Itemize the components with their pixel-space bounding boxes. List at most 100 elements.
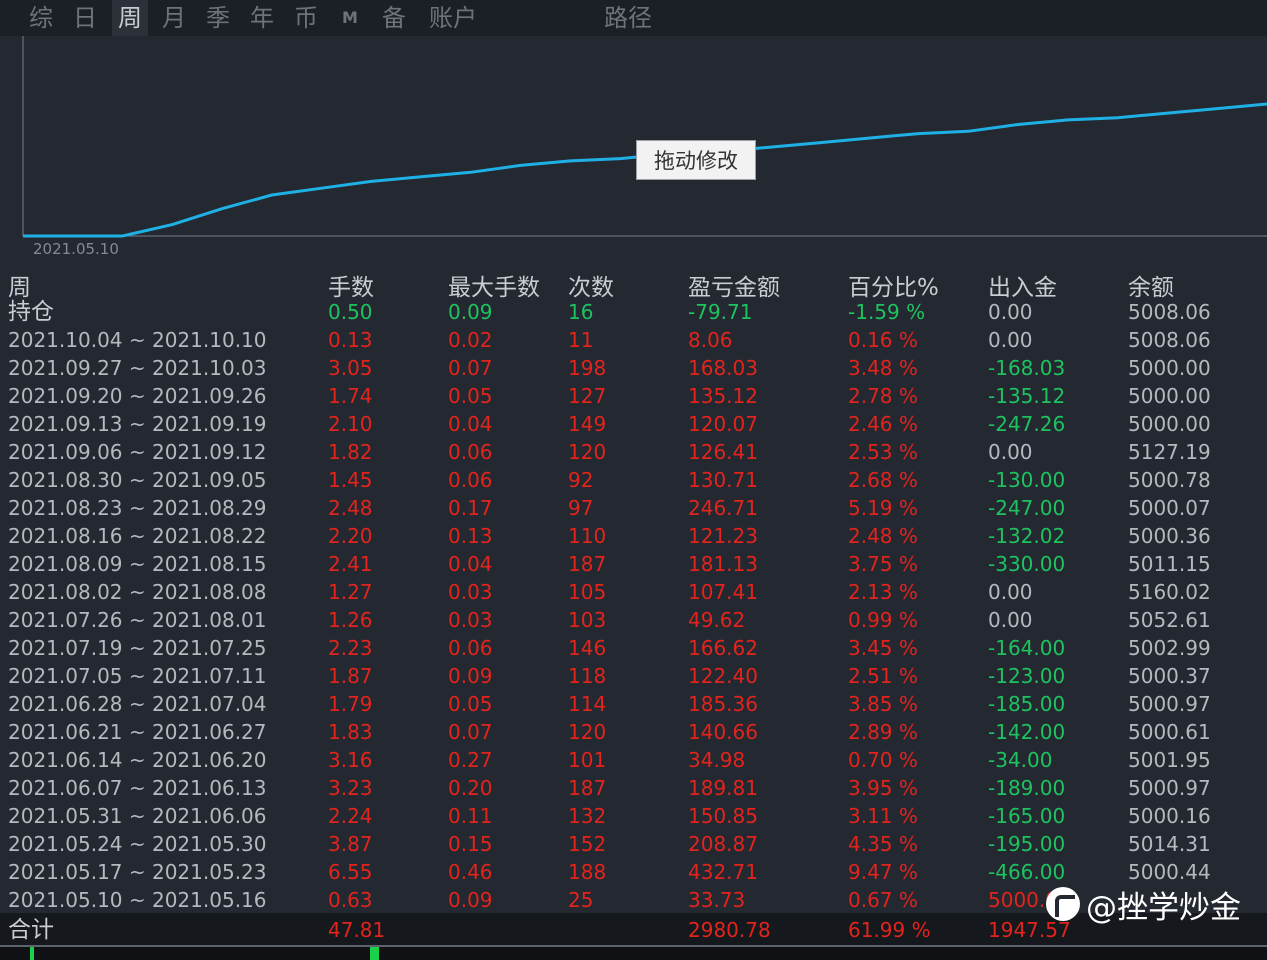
row-pnl: 107.41 [688, 580, 758, 604]
tab-note[interactable]: 备 [382, 4, 406, 32]
table-row[interactable]: 2021.07.19 ~ 2021.07.25 2.23 0.06 146 166.62… [0, 634, 1267, 662]
row-cash-flow: -247.26 [988, 412, 1066, 436]
row-max-lots: 0.04 [448, 552, 493, 576]
table-row[interactable]: 2021.09.13 ~ 2021.09.19 2.10 0.04 149 120.07… [0, 410, 1267, 438]
row-cash-flow: -466.00 [988, 860, 1066, 884]
row-cash-flow: -132.02 [988, 524, 1066, 548]
table-row[interactable]: 2021.05.24 ~ 2021.05.30 3.87 0.15 152 208.87… [0, 830, 1267, 858]
row-week: 2021.09.13 ~ 2021.09.19 [8, 412, 267, 436]
row-count: 132 [568, 804, 607, 828]
row-percent: 2.68 % [848, 468, 918, 492]
total-label: 合计 [8, 917, 54, 943]
table-row[interactable]: 2021.08.30 ~ 2021.09.05 1.45 0.06 92 130.71 2… [0, 466, 1267, 494]
row-count: 105 [568, 580, 607, 604]
row-percent: 3.75 % [848, 552, 918, 576]
row-percent: 2.78 % [848, 384, 918, 408]
row-lots: 6.55 [328, 860, 373, 884]
row-balance: 5014.31 [1128, 832, 1211, 856]
row-max-lots: 0.07 [448, 356, 493, 380]
row-cash-flow: -34.00 [988, 748, 1053, 772]
table-row[interactable]: 2021.06.07 ~ 2021.06.13 3.23 0.20 187 189.81… [0, 774, 1267, 802]
row-max-lots: 0.20 [448, 776, 493, 800]
row-pnl: 49.62 [688, 608, 746, 632]
table-row[interactable]: 2021.08.23 ~ 2021.08.29 2.48 0.17 97 246.71 5… [0, 494, 1267, 522]
row-balance: 5000.07 [1128, 496, 1211, 520]
table-row[interactable]: 2021.08.09 ~ 2021.08.15 2.41 0.04 187 181.13… [0, 550, 1267, 578]
row-balance: 5011.15 [1128, 552, 1211, 576]
table-row[interactable]: 2021.05.17 ~ 2021.05.23 6.55 0.46 188 432.71… [0, 858, 1267, 886]
row-cash-flow: -195.00 [988, 832, 1066, 856]
row-week: 2021.09.06 ~ 2021.09.12 [8, 440, 267, 464]
row-percent: 5.19 % [848, 496, 918, 520]
tab-day[interactable]: 日 [73, 4, 97, 32]
tab-quarter[interactable]: 季 [206, 4, 230, 32]
row-week: 2021.07.19 ~ 2021.07.25 [8, 636, 267, 660]
tab-summary[interactable]: 综 [29, 4, 53, 32]
table-row[interactable]: 2021.10.04 ~ 2021.10.10 0.13 0.02 11 8.06 0.1… [0, 326, 1267, 354]
row-cash-flow: -185.00 [988, 692, 1066, 716]
row-lots: 2.48 [328, 496, 373, 520]
table-row[interactable]: 2021.09.20 ~ 2021.09.26 1.74 0.05 127 135.12… [0, 382, 1267, 410]
holding-balance: 5008.06 [1128, 300, 1211, 324]
equity-chart[interactable]: 拖动修改 2021.05.10 [0, 36, 1267, 260]
row-cash-flow: 0.00 [988, 328, 1033, 352]
row-balance: 5000.61 [1128, 720, 1211, 744]
row-count: 103 [568, 608, 607, 632]
row-week: 2021.10.04 ~ 2021.10.10 [8, 328, 267, 352]
row-lots: 2.23 [328, 636, 373, 660]
row-cash-flow: -168.03 [988, 356, 1066, 380]
holding-row[interactable]: 持仓 0.50 0.09 16 -79.71 -1.59 % 0.00 5008… [0, 298, 1267, 326]
row-balance: 5000.97 [1128, 776, 1211, 800]
row-lots: 2.20 [328, 524, 373, 548]
table-row[interactable]: 2021.06.14 ~ 2021.06.20 3.16 0.27 101 34.98 0… [0, 746, 1267, 774]
tab-year[interactable]: 年 [250, 4, 274, 32]
row-count: 187 [568, 552, 607, 576]
table-row[interactable]: 2021.08.02 ~ 2021.08.08 1.27 0.03 105 107.41… [0, 578, 1267, 606]
table-row[interactable]: 2021.09.06 ~ 2021.09.12 1.82 0.06 120 126.41… [0, 438, 1267, 466]
table-row[interactable]: 2021.09.27 ~ 2021.10.03 3.05 0.07 198 168.03… [0, 354, 1267, 382]
row-max-lots: 0.06 [448, 468, 493, 492]
row-max-lots: 0.15 [448, 832, 493, 856]
tab-path[interactable]: 路径 [604, 4, 652, 32]
bottom-scroll-strip[interactable] [0, 945, 1267, 960]
row-balance: 5000.36 [1128, 524, 1211, 548]
row-pnl: 150.85 [688, 804, 758, 828]
row-percent: 2.53 % [848, 440, 918, 464]
header-percent: 百分比% [848, 275, 939, 301]
holding-count: 16 [568, 300, 594, 324]
tab-currency[interactable]: 币 [294, 4, 318, 32]
row-pnl: 122.40 [688, 664, 758, 688]
row-max-lots: 0.17 [448, 496, 493, 520]
table-row[interactable]: 2021.08.16 ~ 2021.08.22 2.20 0.13 110 121.23… [0, 522, 1267, 550]
row-pnl: 126.41 [688, 440, 758, 464]
table-row[interactable]: 2021.05.31 ~ 2021.06.06 2.24 0.11 132 150.85… [0, 802, 1267, 830]
table-row[interactable]: 2021.06.28 ~ 2021.07.04 1.79 0.05 114 185.36… [0, 690, 1267, 718]
row-cash-flow: -164.00 [988, 636, 1066, 660]
row-count: 198 [568, 356, 607, 380]
row-balance: 5000.00 [1128, 384, 1211, 408]
table-row[interactable]: 2021.07.26 ~ 2021.08.01 1.26 0.03 103 49.62 0… [0, 606, 1267, 634]
table-header: 周 手数 最大手数 次数 盈亏金额 百分比% 出入金 余额 [0, 268, 1267, 301]
row-week: 2021.08.23 ~ 2021.08.29 [8, 496, 267, 520]
table-row[interactable]: 2021.06.21 ~ 2021.06.27 1.83 0.07 120 140.66… [0, 718, 1267, 746]
row-balance: 5001.95 [1128, 748, 1211, 772]
table-row[interactable]: 2021.05.10 ~ 2021.05.16 0.63 0.09 25 33.73 0.… [0, 886, 1267, 914]
row-week: 2021.08.30 ~ 2021.09.05 [8, 468, 267, 492]
row-cash-flow: -247.00 [988, 496, 1066, 520]
row-count: 120 [568, 440, 607, 464]
row-pnl: 8.06 [688, 328, 733, 352]
tab-week[interactable]: 周 [112, 0, 148, 36]
row-pnl: 135.12 [688, 384, 758, 408]
tab-m[interactable]: M [342, 8, 358, 27]
drag-to-edit-button[interactable]: 拖动修改 [636, 140, 756, 180]
tab-account[interactable]: 账户 [429, 4, 477, 32]
row-balance: 5000.00 [1128, 412, 1211, 436]
tab-month[interactable]: 月 [162, 4, 186, 32]
row-percent: 0.67 % [848, 888, 918, 912]
row-pnl: 140.66 [688, 720, 758, 744]
holding-label: 持仓 [8, 299, 54, 325]
row-balance: 5000.97 [1128, 692, 1211, 716]
holding-cash-flow: 0.00 [988, 300, 1033, 324]
header-week: 周 [8, 275, 31, 301]
table-row[interactable]: 2021.07.05 ~ 2021.07.11 1.87 0.09 118 122.40… [0, 662, 1267, 690]
